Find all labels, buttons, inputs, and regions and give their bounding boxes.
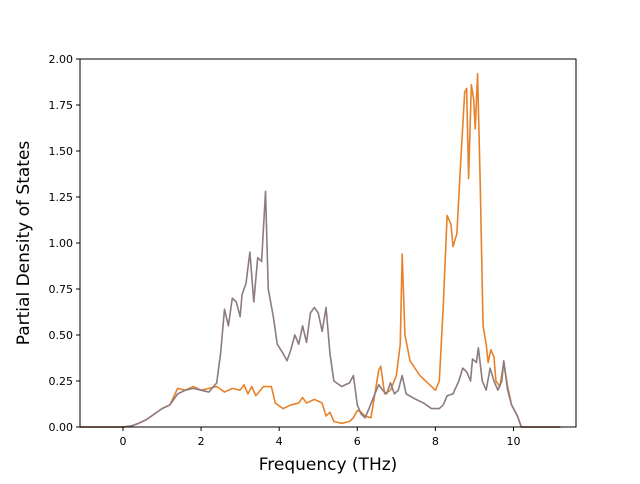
y-tick-label: 1.75 — [49, 99, 74, 112]
x-tick-label: 10 — [507, 435, 521, 448]
x-tick-label: 0 — [119, 435, 126, 448]
x-tick-label: 4 — [276, 435, 283, 448]
y-axis-ticks: 0.00 0.25 0.50 0.75 1.00 1.25 1.50 1.75 2.00 — [49, 53, 80, 434]
y-tick-label: 1.50 — [49, 145, 74, 158]
y-tick-label: 1.00 — [49, 237, 74, 250]
x-tick-label: 6 — [354, 435, 361, 448]
y-axis-label: Partial Density of States — [14, 141, 34, 346]
series-line-1 — [80, 72, 561, 428]
y-tick-label: 0.50 — [49, 329, 74, 342]
y-tick-label: 2.00 — [49, 53, 74, 66]
x-axis-label: Frequency (THz) — [259, 455, 398, 475]
y-tick-label: 0.25 — [49, 375, 74, 388]
x-tick-label: 8 — [432, 435, 439, 448]
series-line-2 — [80, 190, 561, 428]
y-tick-label: 0.75 — [49, 283, 74, 296]
y-tick-label: 0.00 — [49, 421, 74, 434]
series-layer — [80, 72, 561, 428]
x-tick-label: 2 — [198, 435, 205, 448]
x-axis-ticks: 0 2 4 6 8 10 — [119, 427, 521, 448]
y-tick-label: 1.25 — [49, 191, 74, 204]
